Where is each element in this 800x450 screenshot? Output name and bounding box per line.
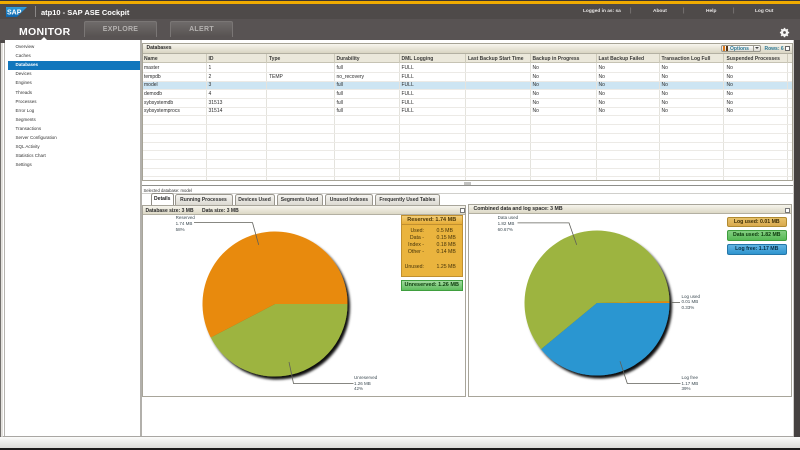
svg-text:SAP: SAP [7, 10, 22, 17]
